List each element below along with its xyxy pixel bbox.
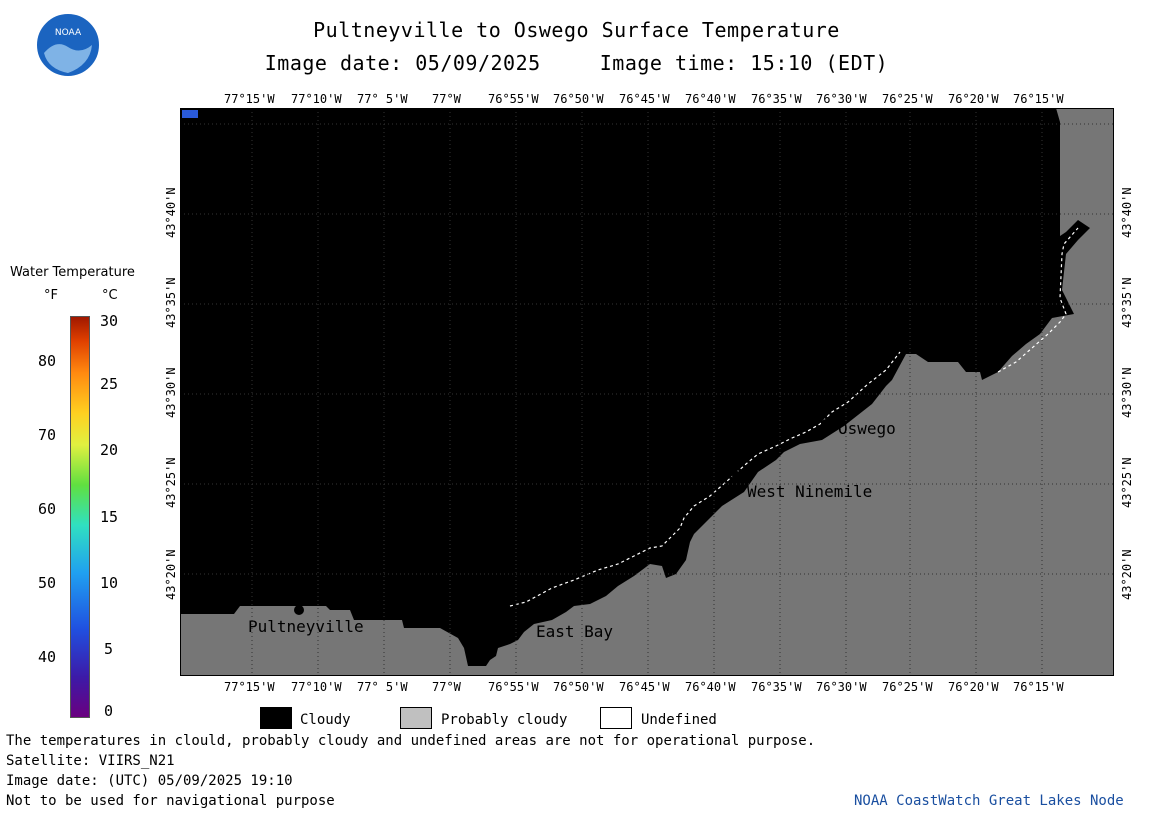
lat-label: 43°35'N [164, 277, 178, 328]
lat-label: 43°30'N [164, 367, 178, 418]
lon-label: 76°40'W [685, 680, 736, 694]
lon-label: 76°45'W [619, 680, 670, 694]
c-tick: 30 [100, 312, 119, 330]
oswego-label: Oswego [838, 419, 896, 438]
lon-label: 76°55'W [488, 680, 539, 694]
credit-link[interactable]: NOAA CoastWatch Great Lakes Node [854, 793, 1124, 809]
c-tick: 15 [100, 508, 119, 526]
west-ninemile-marker [732, 471, 742, 481]
lon-label: 76°40'W [685, 92, 736, 106]
lon-label: 76°45'W [619, 92, 670, 106]
pultneyville-marker [294, 605, 304, 615]
f-tick: 50 [38, 574, 57, 592]
unit-f: °F [44, 288, 58, 303]
lon-label: 76°50'W [553, 680, 604, 694]
lon-label: 77°10'W [291, 92, 342, 106]
f-tick: 40 [38, 648, 57, 666]
lat-label: 43°30'N [1120, 367, 1134, 418]
lon-label: 76°30'W [816, 680, 867, 694]
lon-label: 77° 5'W [357, 680, 408, 694]
colorbar [70, 316, 90, 718]
lon-label: 77°15'W [224, 680, 275, 694]
satellite: Satellite: VIIRS_N21 [6, 753, 175, 769]
cloudy-region [180, 108, 1090, 666]
svg-text:NOAA: NOAA [55, 28, 82, 38]
undefined-label: Undefined [641, 712, 717, 728]
f-tick: 60 [38, 500, 57, 518]
lon-label: 76°35'W [751, 680, 802, 694]
image-time: Image time: 15:10 (EDT) [599, 51, 889, 75]
east-bay-label: East Bay [536, 622, 614, 641]
pultneyville-label: Pultneyville [248, 617, 364, 636]
disclaimer: The temperatures in clould, probably clo… [6, 733, 816, 749]
lon-labels-bottom: 77°15'W 77°10'W 77° 5'W 77°W 76°55'W 76°… [0, 680, 1153, 696]
undefined-swatch [600, 707, 632, 729]
lon-label: 76°50'W [553, 92, 604, 106]
f-tick: 70 [38, 426, 57, 444]
nav-warning: Not to be used for navigational purpose [6, 793, 335, 809]
lon-label: 77°10'W [291, 680, 342, 694]
c-tick: 5 [104, 640, 114, 658]
f-tick: 80 [38, 352, 57, 370]
cloudy-label: Cloudy [300, 712, 351, 728]
lon-label: 76°20'W [948, 680, 999, 694]
cloudy-swatch [260, 707, 292, 729]
lon-label: 76°15'W [1013, 92, 1064, 106]
lon-label: 77°15'W [224, 92, 275, 106]
lon-label: 76°25'W [882, 92, 933, 106]
c-tick: 10 [100, 574, 119, 592]
c-tick: 25 [100, 375, 119, 393]
lon-label: 77°W [432, 680, 461, 694]
map-area [180, 108, 1114, 676]
colorbar-title: Water Temperature [10, 265, 135, 280]
noaa-logo: NOAA [37, 14, 99, 76]
map-subtitle: Image date: 05/09/2025 Image time: 15:10… [0, 51, 1153, 75]
utc-date: Image date: (UTC) 05/09/2025 19:10 [6, 773, 293, 789]
lon-label: 76°25'W [882, 680, 933, 694]
lon-label: 76°20'W [948, 92, 999, 106]
corner-pixel [182, 110, 198, 118]
image-date: Image date: 05/09/2025 [264, 51, 541, 75]
lat-label: 43°20'N [1120, 549, 1134, 600]
map-border [180, 108, 1114, 676]
lon-label: 76°15'W [1013, 680, 1064, 694]
lon-labels-top: 77°15'W 77°10'W 77° 5'W 77°W 76°55'W 76°… [0, 92, 1153, 108]
map-title: Pultneyville to Oswego Surface Temperatu… [313, 18, 840, 42]
probably-cloudy-swatch [400, 707, 432, 729]
c-tick: 20 [100, 441, 119, 459]
unit-c: °C [102, 288, 118, 303]
lon-label: 77°W [432, 92, 461, 106]
lon-label: 77° 5'W [357, 92, 408, 106]
lat-label: 43°20'N [164, 549, 178, 600]
lat-label: 43°40'N [164, 187, 178, 238]
graticule [180, 108, 1114, 676]
lat-label: 43°25'N [1120, 457, 1134, 508]
probably-cloudy-label: Probably cloudy [441, 712, 568, 728]
lat-label: 43°40'N [1120, 187, 1134, 238]
oswego-marker [821, 419, 831, 429]
lon-label: 76°30'W [816, 92, 867, 106]
lon-label: 76°55'W [488, 92, 539, 106]
c-tick: 0 [104, 702, 114, 720]
west-ninemile-label: West Ninemile [747, 482, 873, 501]
lat-label: 43°35'N [1120, 277, 1134, 328]
lat-label: 43°25'N [164, 457, 178, 508]
east-bay-marker [526, 610, 536, 620]
lon-label: 76°35'W [751, 92, 802, 106]
